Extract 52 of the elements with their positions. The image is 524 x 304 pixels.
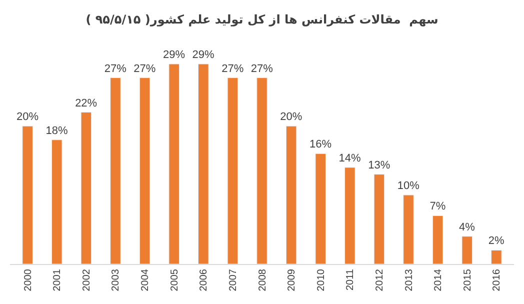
x-tick-label: 2005 <box>169 268 180 292</box>
bar <box>286 126 297 264</box>
x-tick-label: 2007 <box>228 268 239 292</box>
x-tick-label: 2012 <box>374 268 386 292</box>
data-label: 29% <box>162 49 186 61</box>
x-tick-label: 2014 <box>433 268 444 292</box>
x-tick-label: 2008 <box>257 268 268 292</box>
data-label: 27% <box>134 62 156 75</box>
data-label: 7% <box>430 200 446 213</box>
x-tick-label: 2006 <box>198 268 210 292</box>
x-tick-label: 2010 <box>316 268 327 292</box>
bar <box>198 64 209 264</box>
x-tick-label: 2001 <box>52 268 64 292</box>
bar <box>168 64 180 264</box>
bar <box>227 78 238 264</box>
bar <box>139 78 150 264</box>
data-label: 16% <box>309 138 332 151</box>
bar <box>374 174 385 264</box>
data-label: 2% <box>488 235 504 248</box>
bar <box>491 250 502 264</box>
bar <box>403 194 414 264</box>
x-tick-label: 2004 <box>140 268 152 292</box>
data-label: 10% <box>397 180 420 192</box>
x-tick-label: 2016 <box>492 268 503 292</box>
bar <box>110 78 121 264</box>
data-label: 13% <box>368 159 390 172</box>
data-label: 27% <box>222 62 244 75</box>
data-label: 27% <box>250 62 274 75</box>
chart-title: سهم مقالات کنفرانس ها از کل تولید علم کشور( ۹۵/۵/۱۵ ) <box>86 12 438 27</box>
x-tick-label: 2000 <box>22 268 34 292</box>
data-label: 4% <box>459 221 476 234</box>
x-tick-label: 2003 <box>110 268 122 292</box>
bar <box>462 236 472 264</box>
data-label: 29% <box>192 49 215 61</box>
data-label: 14% <box>338 152 362 164</box>
data-label: 20% <box>280 111 302 124</box>
data-label: 27% <box>104 62 127 75</box>
bar <box>22 126 33 264</box>
x-tick-label: 2002 <box>81 268 92 292</box>
bar <box>432 215 444 264</box>
bar <box>344 167 356 264</box>
x-tick-label: 2015 <box>462 268 474 292</box>
x-tick-label: 2011 <box>345 268 356 291</box>
data-label: 22% <box>75 97 98 110</box>
bar <box>315 153 326 264</box>
bar <box>256 78 268 264</box>
bar <box>80 112 92 264</box>
x-tick-label: 2009 <box>286 268 298 292</box>
bar <box>52 140 62 264</box>
data-label: 20% <box>16 111 39 124</box>
x-tick-label: 2013 <box>404 268 415 292</box>
data-label: 18% <box>46 124 68 137</box>
